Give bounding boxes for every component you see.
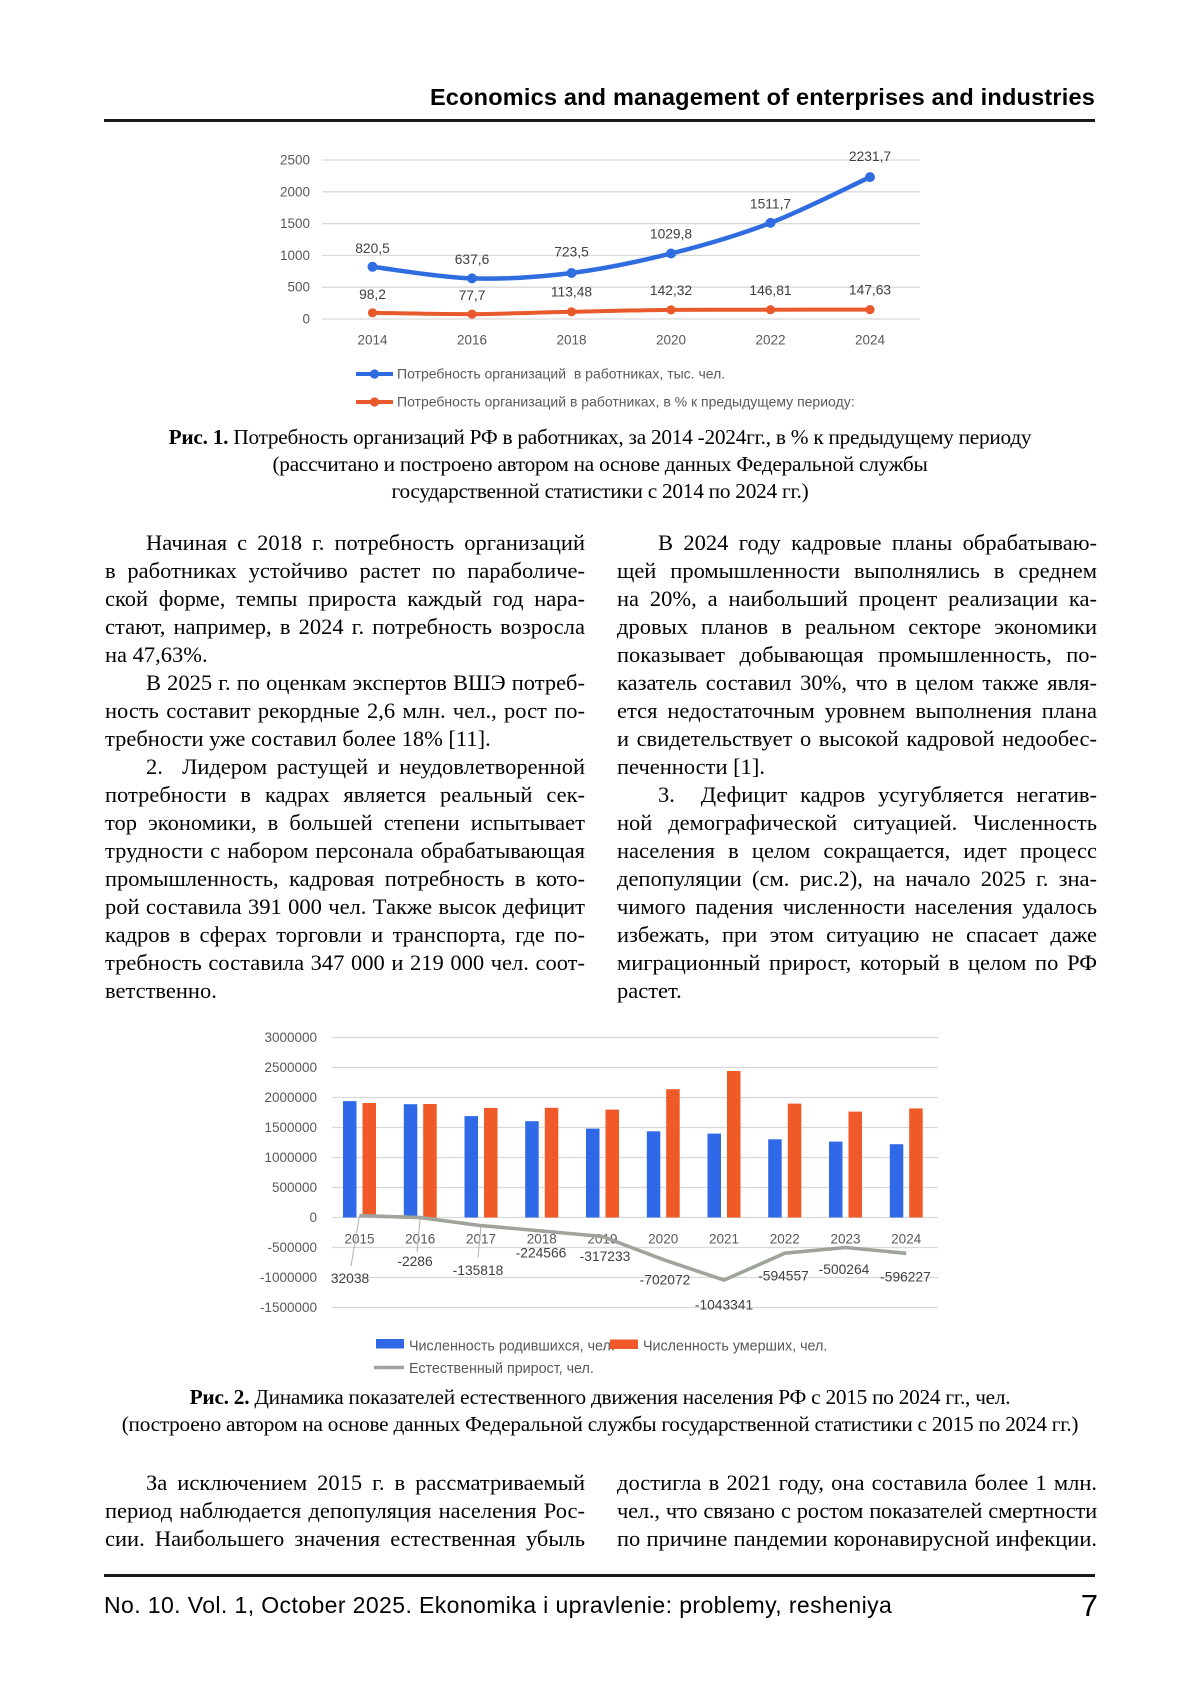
svg-text:77,7: 77,7 [459,288,486,303]
svg-text:142,32: 142,32 [650,283,692,298]
svg-text:1511,7: 1511,7 [750,196,791,211]
svg-text:-500264: -500264 [819,1262,870,1277]
svg-text:-1500000: -1500000 [260,1300,317,1315]
svg-text:820,5: 820,5 [355,241,390,256]
svg-text:-2286: -2286 [397,1254,433,1269]
svg-text:-702072: -702072 [640,1273,691,1288]
svg-text:0: 0 [309,1210,317,1225]
svg-text:Потребность организаций в раб: Потребность организаций в работниках, ты… [397,366,725,382]
svg-text:1000: 1000 [280,248,310,263]
svg-text:-1043341: -1043341 [695,1298,753,1313]
svg-text:-500000: -500000 [267,1240,317,1255]
svg-text:0: 0 [302,312,310,327]
svg-text:113,48: 113,48 [551,285,593,300]
svg-text:Численность умерших, чел.: Численность умерших, чел. [643,1339,827,1355]
svg-text:Потребность организаций в рабо: Потребность организаций в работниках, в … [397,394,855,410]
svg-text:3000000: 3000000 [264,1030,317,1045]
svg-text:2024: 2024 [855,333,886,348]
svg-text:-596227: -596227 [880,1270,931,1285]
svg-text:-135818: -135818 [453,1263,504,1278]
svg-text:2020: 2020 [656,333,686,348]
svg-text:2000: 2000 [280,184,310,199]
svg-text:1029,8: 1029,8 [650,227,693,242]
svg-text:2021: 2021 [709,1232,739,1247]
svg-text:2014: 2014 [357,333,388,348]
svg-text:Естественный прирост, чел.: Естественный прирост, чел. [409,1361,594,1377]
svg-text:Численность родившихся, чел.: Численность родившихся, чел. [409,1339,615,1355]
svg-text:1500: 1500 [280,216,310,231]
svg-text:1000000: 1000000 [264,1150,317,1165]
svg-text:1500000: 1500000 [264,1120,317,1135]
svg-text:2017: 2017 [466,1232,496,1247]
svg-text:500000: 500000 [272,1180,317,1195]
svg-text:500: 500 [287,280,310,295]
svg-text:2018: 2018 [556,333,586,348]
svg-text:2023: 2023 [830,1232,860,1247]
svg-text:2024: 2024 [891,1232,922,1247]
svg-text:2231,7: 2231,7 [849,149,891,164]
svg-text:2020: 2020 [648,1232,678,1247]
svg-text:147,63: 147,63 [849,283,892,298]
svg-text:146,81: 146,81 [749,283,791,298]
svg-text:2500000: 2500000 [264,1060,317,1075]
svg-text:2018: 2018 [527,1232,557,1247]
svg-text:-317233: -317233 [580,1249,631,1264]
svg-text:-1000000: -1000000 [260,1270,317,1285]
svg-text:2500: 2500 [280,153,310,168]
svg-text:2022: 2022 [770,1232,800,1247]
svg-text:2022: 2022 [755,333,785,348]
svg-text:637,6: 637,6 [455,252,490,267]
svg-text:2016: 2016 [405,1232,435,1247]
svg-text:723,5: 723,5 [554,245,589,260]
svg-text:98,2: 98,2 [359,287,386,302]
svg-text:2000000: 2000000 [264,1090,317,1105]
svg-text:2016: 2016 [457,333,487,348]
svg-text:2015: 2015 [344,1232,374,1247]
svg-text:32038: 32038 [331,1271,370,1286]
svg-text:-224566: -224566 [516,1246,567,1261]
svg-text:-594557: -594557 [758,1269,809,1284]
